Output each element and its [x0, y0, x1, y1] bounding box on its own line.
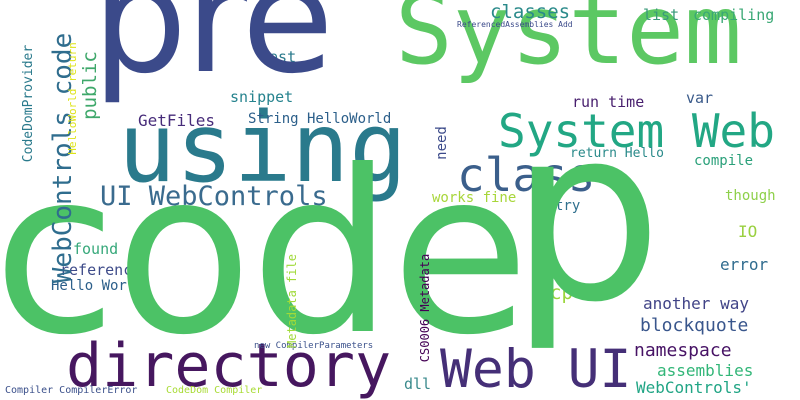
word-directory: directory	[66, 331, 392, 400]
word-code: code	[0, 123, 530, 385]
word-found: found	[73, 240, 119, 258]
word-p: p	[510, 75, 662, 355]
word-CS0006-Metadata: CS0006 Metadata	[418, 253, 433, 363]
word-namespace: namespace	[634, 340, 732, 361]
word-works-fine: works fine	[432, 190, 517, 206]
word-run-time: run time	[572, 93, 645, 111]
word-assemblies: assemblies	[657, 361, 754, 380]
word-UI-WebControls: UI WebControls	[100, 181, 328, 212]
word-another-way: another way	[643, 294, 749, 313]
word-classes: classes	[490, 1, 571, 23]
word-Hello-World: Hello World	[51, 278, 144, 294]
word-Web-UI: Web UI	[440, 339, 632, 400]
word-String-HelloWorld: String HelloWorld	[248, 111, 392, 127]
word-list: list	[643, 6, 680, 24]
word-compile: compile	[694, 153, 754, 169]
word-dll: dll	[404, 375, 432, 393]
word-return-Hello: return Hello	[570, 146, 664, 161]
word-var: var	[686, 89, 714, 107]
word-System-Web: System Web	[498, 104, 775, 158]
word-compiling: compiling	[693, 6, 775, 24]
word-try: try	[555, 198, 581, 214]
word-public: public	[78, 51, 101, 120]
word-Metadata-file: Metadata file	[284, 254, 299, 348]
word-reference: reference	[60, 261, 142, 279]
word-CodeDom-Compiler: CodeDom Compiler	[166, 385, 263, 396]
word-though: though	[725, 188, 776, 204]
word-error: error	[720, 255, 769, 274]
word-blockquote: blockquote	[640, 315, 749, 336]
word-pre: pre	[92, 0, 334, 107]
word-Test: Test	[260, 48, 297, 66]
word-GetFiles: GetFiles	[138, 111, 216, 130]
word-HelloWorld-return: HelloWorld return	[65, 42, 79, 155]
word-cp: cp	[550, 282, 573, 304]
word-System: System	[395, 0, 742, 86]
word-class: class	[457, 148, 596, 202]
word-CodeDomProvider: CodeDomProvider	[21, 44, 37, 163]
word-IO: IO	[738, 222, 758, 241]
word-need: need	[433, 126, 450, 160]
word-WebControls-quote: WebControls'	[636, 378, 752, 397]
word-new-CompilerParameters: new CompilerParameters	[254, 341, 374, 351]
word-using: using	[118, 92, 407, 204]
word-Compiler-CompilerError: Compiler CompilerError	[5, 385, 138, 396]
word-snippet: snippet	[230, 88, 294, 106]
word-ReferencedAssemblies-Add: ReferencedAssemblies Add	[457, 20, 573, 29]
